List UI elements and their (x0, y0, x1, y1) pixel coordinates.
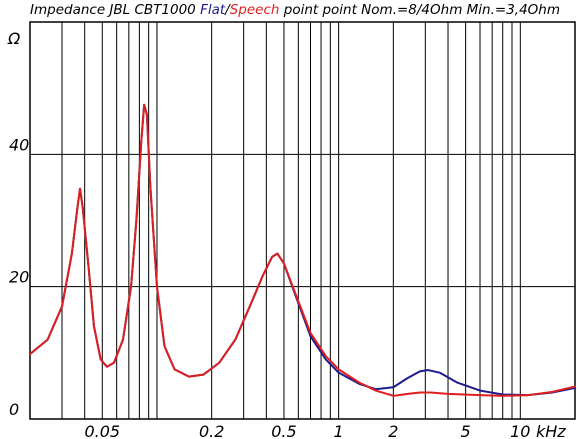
x-tick-label: 0.5 (271, 422, 296, 439)
x-tick-label: 0.05 (84, 422, 120, 439)
series-line-flat (29, 103, 576, 397)
x-tick-label: 2 (388, 422, 398, 439)
x-tick-label: 0.2 (199, 422, 224, 439)
y-tick-label: 40 (9, 135, 29, 154)
title-part: Impedance JBL CBT1000 (30, 2, 200, 18)
plot-grid (29, 21, 576, 420)
title-part: Flat (200, 2, 226, 18)
title-part: point point Nom.=8/4Ohm Min.=3,4Ohm (279, 2, 560, 18)
chart-title: Impedance JBL CBT1000 Flat/Speech point … (30, 2, 560, 18)
y-tick-label: 0 (9, 400, 19, 419)
title-part: / (224, 2, 231, 18)
series-line-speech (29, 103, 576, 397)
y-axis-label: Ω (7, 29, 21, 48)
title-part: Speech (230, 2, 280, 18)
x-tick-label: 5 (461, 422, 471, 439)
x-tick-label: 1 (334, 422, 344, 439)
series-layer (29, 103, 576, 397)
x-tick-label: 10 (510, 422, 530, 439)
x-axis-unit: kHz (536, 422, 566, 439)
plot-frame (29, 21, 576, 420)
y-tick-label: 20 (9, 268, 29, 287)
tick-labels: Ω 0 20 40 0.05 0.2 0.5 1 2 5 10 kHz (7, 29, 566, 439)
